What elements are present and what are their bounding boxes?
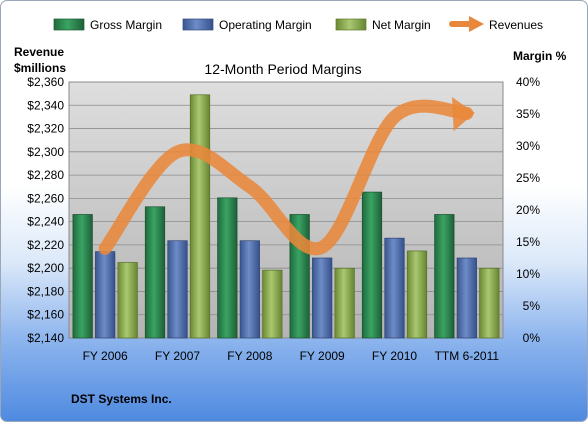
bar-gross-margin-fy-2007 [144,206,166,339]
legend-swatch-operating-margin [182,18,214,31]
right-tick-label: 40% [516,75,540,89]
bar-operating-margin-fy-2010 [384,237,405,339]
legend-label-operating-margin: Operating Margin [219,18,312,32]
right-tick-label: 15% [516,235,540,249]
revenues-point-fy-2008 [249,186,251,188]
bar-operating-margin-fy-2009 [312,257,333,339]
revenues-arrowhead [452,97,475,132]
left-tick-label: $2,140 [27,331,64,345]
right-tick-label: 10% [516,267,540,281]
bar-net-margin-ttm-6-2011 [479,267,500,339]
left-axis-title-line2: $millions [14,61,66,75]
right-tick-label: 5% [523,299,541,313]
chart-title: 12-Month Period Margins [204,61,361,77]
left-tick-label: $2,180 [27,284,64,298]
legend-label-net-margin: Net Margin [372,18,431,32]
legend: Gross Margin Operating Margin Net Margin… [53,16,543,32]
left-tick-label: $2,300 [27,145,64,159]
bar-operating-margin-fy-2006 [95,251,116,339]
revenues-point-ttm-6-2011 [466,112,468,114]
left-tick-label: $2,200 [27,261,64,275]
revenues-point-fy-2010 [394,116,396,118]
bar-gross-margin-fy-2010 [361,191,383,339]
bar-group [72,94,500,339]
bar-gross-margin-fy-2008 [217,197,238,339]
bar-net-margin-fy-2008 [262,269,283,339]
legend-label-gross-margin: Gross Margin [90,18,162,32]
bar-gross-margin-fy-2006 [72,214,93,339]
x-tick-label: FY 2008 [227,349,272,363]
bar-net-margin-fy-2009 [334,267,355,339]
bar-gross-margin-ttm-6-2011 [434,214,455,339]
right-tick-label: 35% [516,107,540,121]
legend-swatch-gross-margin [53,18,85,31]
x-tick-label: FY 2009 [300,349,345,363]
left-tick-label: $2,240 [27,215,64,229]
x-tick-label: TTM 6-2011 [435,349,500,363]
revenues-line [98,99,474,256]
revenue-line-group [98,97,475,256]
revenues-point-fy-2006 [104,247,106,249]
left-tick-label: $2,260 [27,191,64,205]
x-tick-label: FY 2006 [83,349,128,363]
left-tick-label: $2,340 [27,98,64,112]
right-tick-label: 30% [516,139,540,153]
bar-net-margin-fy-2007 [189,94,211,339]
legend-swatch-revenues [449,16,484,32]
right-tick-label: 0% [523,331,541,345]
right-tick-label: 25% [516,171,540,185]
left-tick-label: $2,220 [27,238,64,252]
legend-label-revenues: Revenues [489,18,543,32]
bar-net-margin-fy-2010 [406,250,428,339]
x-tick-label: FY 2007 [155,349,200,363]
revenues-point-fy-2007 [177,151,179,153]
right-axis-title: Margin % [513,49,567,63]
right-tick-label: 20% [516,203,540,217]
footer-company-name: DST Systems Inc. [71,392,172,406]
bar-net-margin-fy-2006 [117,262,138,339]
right-axis-ticks: 0% 5% 10% 15% 20% 25% 30% 35% 40% [516,75,540,345]
x-tick-label: FY 2010 [372,349,417,363]
left-tick-label: $2,280 [27,168,64,182]
x-axis-labels: FY 2006 FY 2007 FY 2008 FY 2009 FY 2010 TTM 6… [83,349,500,363]
left-tick-label: $2,320 [27,122,64,136]
left-axis-ticks: $2,140 $2,160 $2,180 $2,200 $2,220 $2,240 $2,2… [27,75,64,345]
left-tick-label: $2,360 [27,75,64,89]
gridlines [69,81,503,316]
bar-operating-margin-fy-2008 [239,240,260,339]
left-axis-title-line1: Revenue [14,45,64,59]
revenues-point-fy-2009 [321,246,323,248]
plot-area [68,81,504,339]
bar-operating-margin-ttm-6-2011 [456,257,477,339]
legend-swatch-net-margin [335,18,367,31]
bar-operating-margin-fy-2007 [167,240,188,339]
left-tick-label: $2,160 [27,308,64,322]
